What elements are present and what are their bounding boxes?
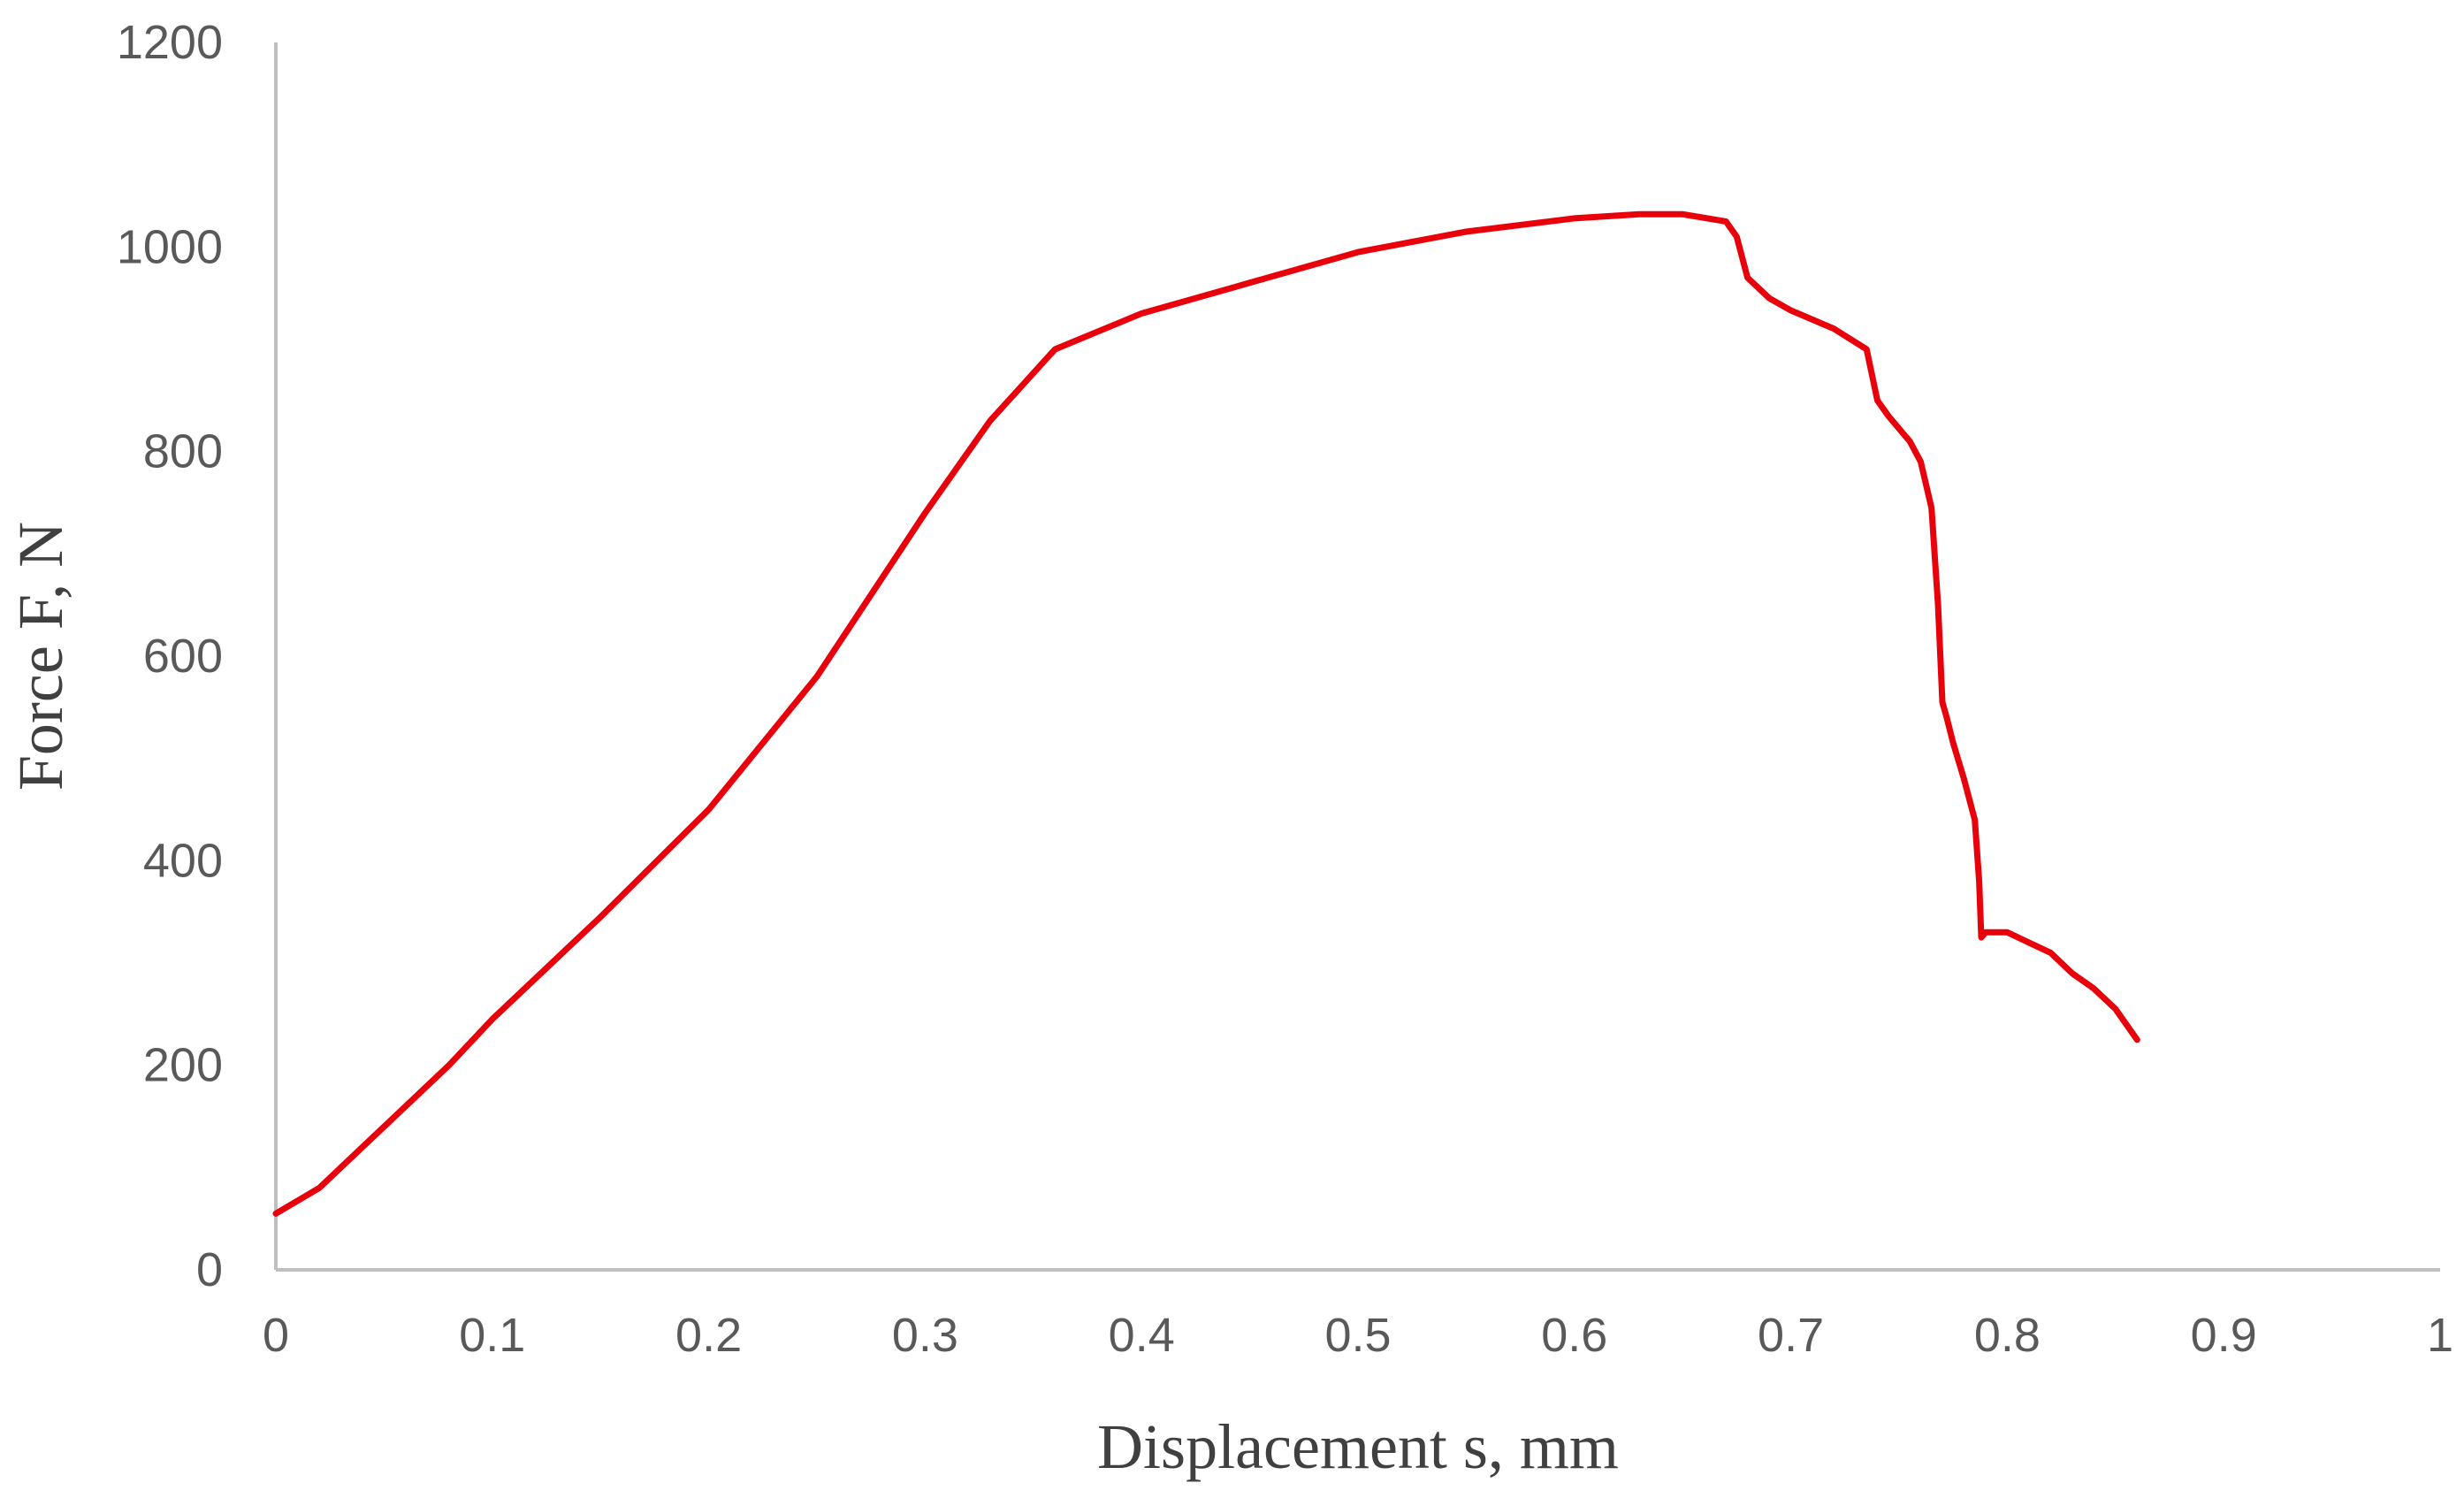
x-tick-label: 0.3 <box>892 1309 958 1362</box>
x-tick-label: 1 <box>2427 1309 2453 1362</box>
series-line <box>272 210 2140 1217</box>
y-tick-label: 800 <box>143 425 223 478</box>
x-tick-label: 0.6 <box>1541 1309 1607 1362</box>
x-tick-label: 0.4 <box>1109 1309 1175 1362</box>
axes <box>274 42 2440 1272</box>
x-tick-label: 0.7 <box>1758 1309 1824 1362</box>
y-tick-label: 600 <box>143 630 223 683</box>
series <box>272 210 2140 1217</box>
x-tick-label: 0.9 <box>2191 1309 2257 1362</box>
x-tick-label: 0.5 <box>1324 1309 1391 1362</box>
tick-labels: 0 0.1 0.2 0.3 0.4 0.5 0.6 0.7 0.8 0.9 1 0 200 400 600 8… <box>117 16 2453 1362</box>
y-axis-title: Force F, N <box>5 522 76 791</box>
y-tick-label: 0 <box>196 1243 223 1296</box>
x-tick-label: 0.1 <box>459 1309 525 1362</box>
x-tick-label: 0.8 <box>1974 1309 2041 1362</box>
x-axis-title: Displacement s, mm <box>1097 1411 1619 1482</box>
y-tick-label: 200 <box>143 1039 223 1092</box>
x-tick-label: 0.2 <box>675 1309 742 1362</box>
y-tick-label: 1200 <box>117 16 223 69</box>
y-tick-label: 400 <box>143 834 223 887</box>
y-tick-label: 1000 <box>117 220 223 273</box>
x-tick-label: 0 <box>263 1309 289 1362</box>
